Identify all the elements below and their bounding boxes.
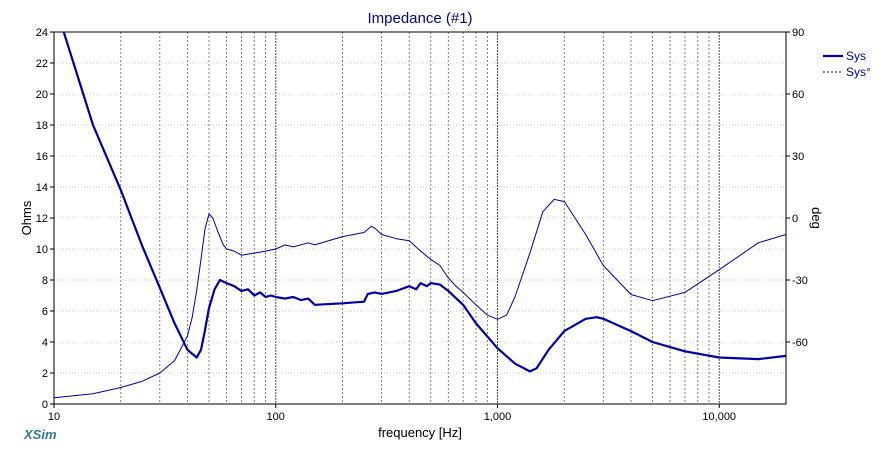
y-tick-label: 20 [36, 89, 48, 101]
x-tick-label: 100 [267, 411, 285, 423]
y2-tick-label: 60 [792, 89, 804, 101]
y2-axis-label: deg [809, 207, 824, 229]
y-tick-label: 4 [42, 337, 48, 349]
y-tick-label: 22 [36, 58, 48, 70]
x-tick-label: 1,000 [484, 411, 512, 423]
y-tick-label: 8 [42, 275, 48, 287]
y-tick-label: 14 [36, 182, 48, 194]
y-tick-label: 6 [42, 306, 48, 318]
legend-label-sys: Sys [846, 49, 866, 63]
y-tick-label: 16 [36, 151, 48, 163]
y2-tick-label: 0 [792, 213, 798, 225]
legend-label-sys-phase: Sys° [846, 65, 871, 79]
chart-title: Impedance (#1) [367, 10, 472, 27]
phase-line [54, 198, 786, 399]
y2-tick-label: -60 [792, 337, 808, 349]
y-tick-label: 2 [42, 368, 48, 380]
xsim-brand: XSim [24, 427, 57, 442]
x-axis-label: frequency [Hz] [378, 425, 462, 440]
y-tick-label: 12 [36, 213, 48, 225]
y-axis-label: Ohms [19, 200, 34, 235]
y2-tick-label: 30 [792, 151, 804, 163]
impedance-line [62, 32, 786, 373]
x-tick-label: 10 [48, 411, 60, 423]
y-tick-label: 0 [42, 399, 48, 411]
y2-tick-label: 90 [792, 27, 804, 39]
y-tick-label: 10 [36, 244, 48, 256]
y-tick-label: 24 [36, 27, 48, 39]
x-tick-label: 10,000 [702, 411, 736, 423]
y-tick-label: 18 [36, 120, 48, 132]
y2-tick-label: -30 [792, 275, 808, 287]
